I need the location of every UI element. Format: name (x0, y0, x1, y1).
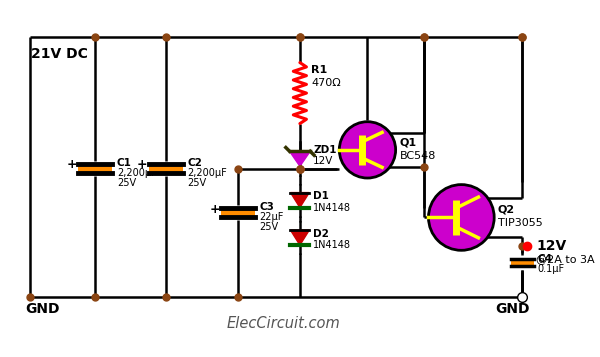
Text: 25V: 25V (187, 178, 206, 188)
Text: Q1: Q1 (400, 137, 416, 147)
Text: +: + (137, 159, 148, 171)
Text: 2,200μF: 2,200μF (187, 169, 227, 178)
Text: 22μF: 22μF (260, 212, 284, 222)
Polygon shape (290, 230, 309, 245)
Text: 470Ω: 470Ω (311, 78, 341, 88)
Text: BC548: BC548 (400, 151, 436, 161)
Text: 1N4148: 1N4148 (313, 240, 351, 250)
Bar (149, 164, 182, 174)
Bar (511, 259, 533, 266)
Text: C2: C2 (187, 158, 202, 168)
Text: GND: GND (25, 302, 59, 316)
Polygon shape (290, 151, 310, 166)
Text: 25V: 25V (260, 222, 278, 232)
Text: Q2: Q2 (498, 205, 515, 215)
Text: ElecCircuit.com: ElecCircuit.com (226, 316, 340, 331)
Text: C4: C4 (538, 254, 553, 264)
Text: C3: C3 (260, 202, 274, 212)
Text: 25V: 25V (117, 178, 136, 188)
Text: C1: C1 (117, 158, 132, 168)
Text: 2,200μF: 2,200μF (117, 169, 157, 178)
Circle shape (428, 185, 494, 250)
Bar (79, 164, 112, 174)
Text: TIP3055: TIP3055 (498, 218, 542, 228)
Bar (221, 208, 255, 217)
Text: GND: GND (496, 302, 530, 316)
Text: 12V: 12V (313, 156, 334, 166)
Polygon shape (290, 192, 309, 208)
Circle shape (340, 122, 395, 178)
Text: 0.1μF: 0.1μF (538, 264, 565, 274)
Text: D2: D2 (313, 229, 329, 239)
Text: @2A to 3A: @2A to 3A (536, 254, 595, 264)
Text: R1: R1 (311, 65, 328, 75)
Text: 1N4148: 1N4148 (313, 203, 351, 213)
Text: D1: D1 (313, 191, 329, 201)
Text: +: + (209, 202, 220, 216)
Text: 12V: 12V (536, 238, 566, 253)
Text: 21V DC: 21V DC (31, 47, 88, 61)
Text: ZD1: ZD1 (313, 145, 337, 155)
Text: +: + (67, 159, 77, 171)
